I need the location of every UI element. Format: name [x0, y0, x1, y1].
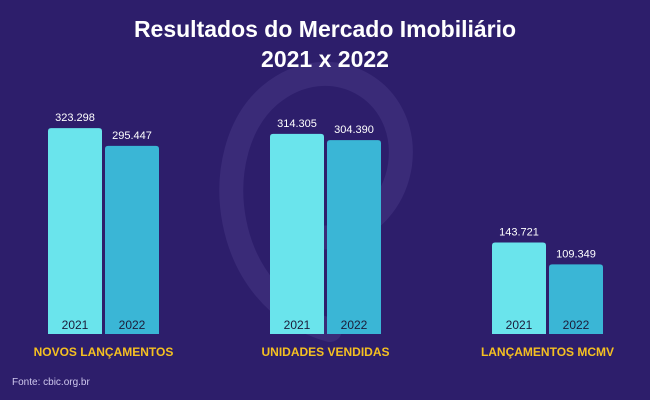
value-label: 143.721	[499, 226, 539, 238]
source-note: Fonte: cbic.org.br	[12, 377, 90, 388]
value-label: 295.447	[112, 130, 152, 142]
value-label: 323.298	[55, 112, 95, 124]
bar	[48, 128, 102, 334]
value-label: 109.349	[556, 248, 596, 260]
category-label: LANÇAMENTOS MCMV	[481, 345, 614, 359]
bar	[327, 140, 381, 334]
category-label: NOVOS LANÇAMENTOS	[34, 345, 174, 359]
bar	[270, 133, 324, 334]
bar-year-label: 2021	[506, 318, 533, 332]
bar-year-label: 2022	[119, 318, 146, 332]
bar	[492, 242, 546, 334]
bar-year-label: 2021	[284, 318, 311, 332]
chart-subtitle: 2021 x 2022	[261, 46, 389, 72]
bar	[549, 264, 603, 334]
value-label: 304.390	[334, 124, 374, 136]
bar-year-label: 2021	[62, 318, 89, 332]
value-label: 314.305	[277, 118, 317, 130]
bar-year-label: 2022	[563, 318, 590, 332]
bar-year-label: 2022	[341, 318, 368, 332]
category-label: UNIDADES VENDIDAS	[261, 345, 389, 359]
chart-title: Resultados do Mercado Imobiliário	[133, 16, 517, 42]
bar	[105, 145, 159, 334]
